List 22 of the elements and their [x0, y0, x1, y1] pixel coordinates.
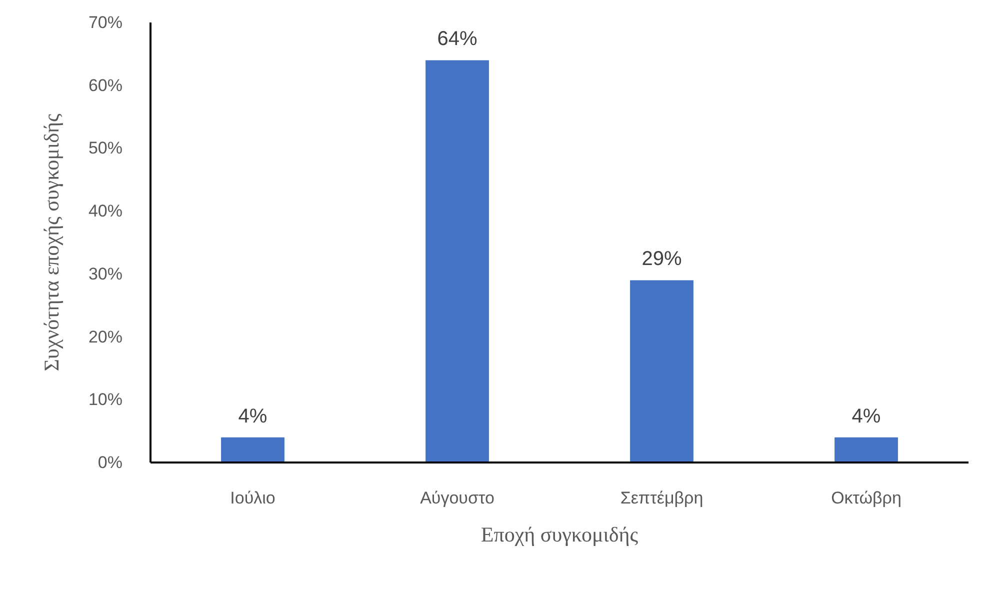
y-tick-label: 50% [88, 138, 123, 158]
x-axis-title: Εποχή συγκομιδής [480, 522, 639, 546]
data-label: 4% [852, 405, 881, 428]
y-tick-label: 10% [88, 390, 123, 410]
bar [834, 437, 898, 462]
y-tick-label: 0% [98, 453, 123, 472]
y-tick-label: 40% [88, 202, 123, 221]
x-tick-label: Οκτώβρη [831, 488, 902, 508]
bar [221, 437, 284, 462]
y-tick-label: 70% [88, 13, 123, 32]
y-axis-title: Συχνότητα εποχής συγκομιδής [39, 113, 64, 372]
bar [426, 60, 489, 462]
x-tick-label: Αύγουστο [420, 488, 494, 508]
y-tick-label: 60% [88, 76, 123, 95]
y-tick-label: 20% [88, 327, 123, 346]
data-label: 64% [437, 28, 478, 50]
x-tick-label: Σεπτέμβρη [620, 488, 704, 508]
data-label: 4% [238, 405, 268, 428]
bar [630, 280, 694, 462]
data-label: 29% [642, 248, 682, 270]
x-tick-label: Ιούλιο [230, 488, 276, 508]
y-tick-label: 30% [88, 264, 123, 284]
